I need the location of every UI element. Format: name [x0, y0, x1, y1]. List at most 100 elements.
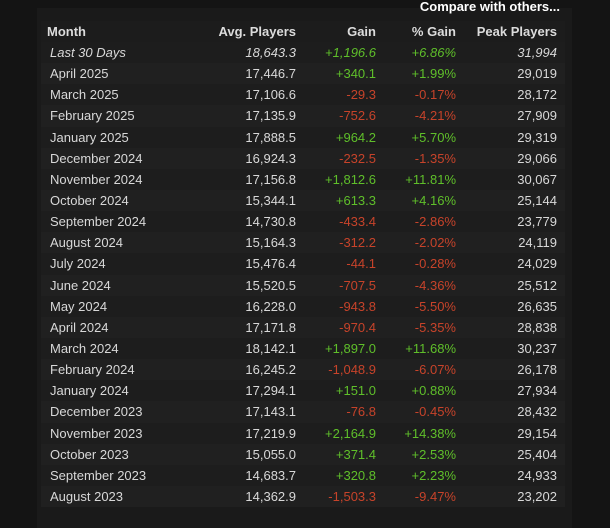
peak-players-cell: 27,934 — [456, 380, 565, 402]
peak-players-cell: 26,178 — [456, 359, 565, 381]
gain-cell: +151.0 — [296, 380, 376, 402]
peak-players-cell: 29,066 — [456, 147, 565, 169]
peak-players-cell: 29,154 — [456, 422, 565, 444]
gain-cell: -44.1 — [296, 253, 376, 275]
gain-cell: +2,164.9 — [296, 422, 376, 444]
pct-gain-cell: -4.36% — [376, 274, 456, 296]
gain-cell: -943.8 — [296, 295, 376, 317]
avg-players-cell: 14,730.8 — [210, 211, 296, 233]
month-cell: August 2024 — [41, 232, 210, 254]
month-cell: Last 30 Days — [41, 42, 210, 64]
pct-gain-cell: -2.86% — [376, 211, 456, 233]
avg-players-cell: 15,344.1 — [210, 189, 296, 212]
table-row: November 2024 17,156.8 +1,812.6 +11.81% 30,0… — [41, 168, 565, 190]
month-cell: November 2024 — [41, 168, 210, 190]
pct-gain-cell: +1.99% — [376, 63, 456, 85]
pct-gain-cell: -4.21% — [376, 105, 456, 127]
peak-players-cell: 23,202 — [456, 485, 565, 508]
peak-players-cell: 28,172 — [456, 84, 565, 106]
month-cell: January 2025 — [41, 126, 210, 148]
pct-gain-cell: -2.02% — [376, 232, 456, 254]
pct-gain-cell: +11.68% — [376, 337, 456, 360]
pct-gain-cell: +6.86% — [376, 42, 456, 64]
avg-players-cell: 16,924.3 — [210, 147, 296, 169]
gain-cell: -707.5 — [296, 274, 376, 296]
month-cell: October 2024 — [41, 189, 210, 212]
table-row: April 2025 17,446.7 +340.1 +1.99% 29,019 — [41, 63, 565, 85]
pct-gain-cell: -9.47% — [376, 485, 456, 508]
pct-gain-cell: -5.50% — [376, 295, 456, 317]
avg-players-cell: 18,643.3 — [210, 42, 296, 64]
peak-players-cell: 25,512 — [456, 274, 565, 296]
month-cell: March 2025 — [41, 84, 210, 106]
gain-cell: -232.5 — [296, 147, 376, 169]
monthly-players-panel: Month Avg. Players Gain % Gain Peak Play… — [37, 8, 572, 528]
peak-players-cell: 28,838 — [456, 316, 565, 338]
avg-players-cell: 15,164.3 — [210, 232, 296, 254]
peak-players-cell: 23,779 — [456, 211, 565, 233]
gain-cell: -29.3 — [296, 84, 376, 106]
gain-cell: +1,897.0 — [296, 337, 376, 360]
month-cell: July 2024 — [41, 253, 210, 275]
table-row: October 2024 15,344.1 +613.3 +4.16% 25,144 — [41, 189, 565, 212]
month-cell: October 2023 — [41, 443, 210, 465]
table-row: August 2023 14,362.9 -1,503.3 -9.47% 23,202 — [41, 485, 565, 508]
header-gain[interactable]: Gain — [296, 21, 376, 42]
compare-with-others-link[interactable]: Compare with others... — [419, 0, 560, 14]
avg-players-cell: 14,362.9 — [210, 485, 296, 508]
pct-gain-cell: -6.07% — [376, 359, 456, 381]
gain-cell: -1,048.9 — [296, 359, 376, 381]
pct-gain-cell: +5.70% — [376, 126, 456, 148]
table-row: October 2023 15,055.0 +371.4 +2.53% 25,404 — [41, 443, 565, 465]
pct-gain-cell: +2.53% — [376, 443, 456, 465]
month-cell: February 2025 — [41, 105, 210, 127]
peak-players-cell: 29,319 — [456, 126, 565, 148]
header-peak-players[interactable]: Peak Players — [456, 21, 565, 42]
gain-cell: +1,196.6 — [296, 42, 376, 64]
avg-players-cell: 15,476.4 — [210, 253, 296, 275]
table-row: January 2024 17,294.1 +151.0 +0.88% 27,934 — [41, 380, 565, 402]
table-row: May 2024 16,228.0 -943.8 -5.50% 26,635 — [41, 295, 565, 317]
pct-gain-cell: -0.28% — [376, 253, 456, 275]
peak-players-cell: 28,432 — [456, 401, 565, 423]
avg-players-cell: 17,106.6 — [210, 84, 296, 106]
month-cell: December 2024 — [41, 147, 210, 169]
table-row: February 2024 16,245.2 -1,048.9 -6.07% 26,17… — [41, 359, 565, 381]
gain-cell: +1,812.6 — [296, 168, 376, 190]
gain-cell: +964.2 — [296, 126, 376, 148]
peak-players-cell: 24,029 — [456, 253, 565, 275]
header-avg-players[interactable]: Avg. Players — [210, 21, 296, 42]
table-row: March 2025 17,106.6 -29.3 -0.17% 28,172 — [41, 84, 565, 106]
gain-cell: -1,503.3 — [296, 485, 376, 508]
avg-players-cell: 16,228.0 — [210, 295, 296, 317]
table-row: June 2024 15,520.5 -707.5 -4.36% 25,512 — [41, 274, 565, 296]
avg-players-cell: 14,683.7 — [210, 464, 296, 486]
header-month[interactable]: Month — [41, 21, 210, 42]
avg-players-cell: 15,520.5 — [210, 274, 296, 296]
peak-players-cell: 24,119 — [456, 232, 565, 254]
peak-players-cell: 25,404 — [456, 443, 565, 465]
table-row: August 2024 15,164.3 -312.2 -2.02% 24,119 — [41, 232, 565, 254]
table-row: April 2024 17,171.8 -970.4 -5.35% 28,838 — [41, 316, 565, 338]
pct-gain-cell: +14.38% — [376, 422, 456, 444]
avg-players-cell: 17,294.1 — [210, 380, 296, 402]
gain-cell: -76.8 — [296, 401, 376, 423]
header-pct-gain[interactable]: % Gain — [376, 21, 456, 42]
avg-players-cell: 18,142.1 — [210, 337, 296, 360]
gain-cell: +340.1 — [296, 63, 376, 85]
gain-cell: +320.8 — [296, 464, 376, 486]
table-row: September 2024 14,730.8 -433.4 -2.86% 23,779 — [41, 211, 565, 233]
table-row: January 2025 17,888.5 +964.2 +5.70% 29,319 — [41, 126, 565, 148]
pct-gain-cell: -5.35% — [376, 316, 456, 338]
month-cell: November 2023 — [41, 422, 210, 444]
peak-players-cell: 24,933 — [456, 464, 565, 486]
month-cell: February 2024 — [41, 359, 210, 381]
month-cell: April 2024 — [41, 316, 210, 338]
table-row: September 2023 14,683.7 +320.8 +2.23% 24,933 — [41, 464, 565, 486]
table-row: November 2023 17,219.9 +2,164.9 +14.38% 29,1… — [41, 422, 565, 444]
peak-players-cell: 31,994 — [456, 42, 565, 64]
peak-players-cell: 26,635 — [456, 295, 565, 317]
avg-players-cell: 17,446.7 — [210, 63, 296, 85]
gain-cell: +613.3 — [296, 189, 376, 212]
month-cell: December 2023 — [41, 401, 210, 423]
